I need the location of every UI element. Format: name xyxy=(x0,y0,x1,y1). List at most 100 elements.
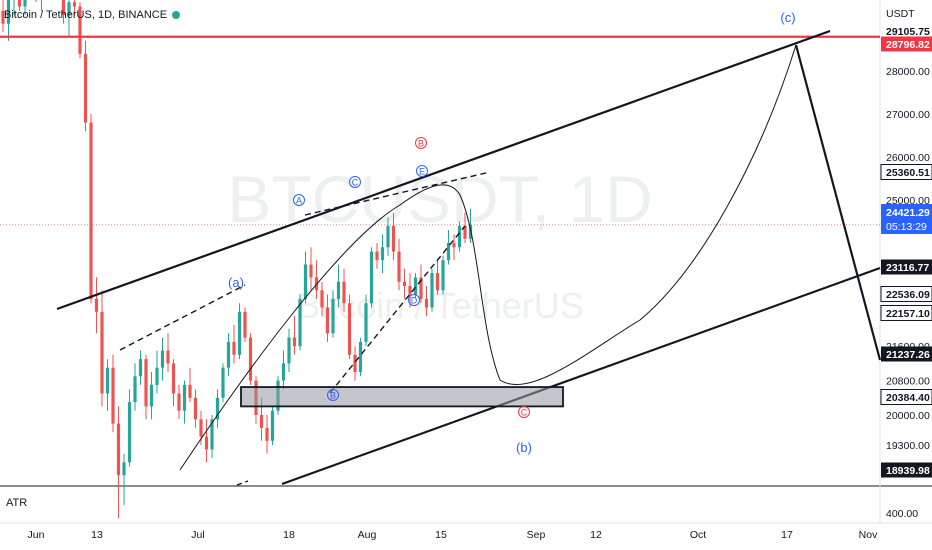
candle xyxy=(402,268,407,299)
projected-path-curve xyxy=(179,44,797,471)
candle-body xyxy=(177,393,181,411)
candle xyxy=(215,389,220,428)
candle-body xyxy=(149,384,154,407)
wave-label: D xyxy=(408,294,420,306)
candle xyxy=(243,307,247,342)
candle-body xyxy=(111,367,115,424)
watermark-ticker: BTCUSDT, 1D xyxy=(227,162,652,236)
candle-body xyxy=(193,397,198,420)
candle-body xyxy=(292,337,297,347)
candle-body xyxy=(452,243,456,248)
candle xyxy=(430,268,434,312)
candle-body xyxy=(1,10,5,24)
symbol-name: Bitcoin / TetherUS xyxy=(4,9,92,21)
candle-body xyxy=(259,415,264,428)
candle xyxy=(303,251,308,304)
price-axis-tick: 27000.00 xyxy=(886,109,930,121)
price-axis-tick: 20000.00 xyxy=(886,410,930,422)
wave-label-circle xyxy=(293,194,305,206)
wedge-upper-dashed xyxy=(304,171,491,216)
candle-body xyxy=(281,363,286,381)
candle-body xyxy=(78,6,82,54)
candle xyxy=(100,290,104,407)
time-axis: Jun 13 Jul 18 Aug 15 Sep 12 Oct 17 Nov xyxy=(28,529,879,541)
candle-body xyxy=(309,264,313,278)
candle xyxy=(331,290,335,338)
candle-body xyxy=(232,341,236,355)
channel-lower-stub xyxy=(236,480,249,486)
candle-body xyxy=(380,247,385,261)
wave-label-text: (b) xyxy=(516,440,532,455)
indicator-axis-tick: 400.00 xyxy=(886,508,918,520)
candle-body xyxy=(138,359,143,377)
price-tag-bg xyxy=(881,204,932,234)
candle-body xyxy=(100,311,104,394)
candle-body xyxy=(375,251,379,261)
candle xyxy=(23,0,27,16)
price-tag-bg xyxy=(881,346,932,362)
price-tag-bg xyxy=(880,164,932,180)
candle-body xyxy=(287,337,291,364)
wave-label-circle xyxy=(327,389,339,401)
wave-label: (c) xyxy=(780,10,795,25)
candle xyxy=(6,0,11,41)
candles xyxy=(1,0,473,519)
time-axis-label: Aug xyxy=(358,529,377,541)
candle-body xyxy=(6,0,11,24)
price-tag: 28796.82 xyxy=(881,36,932,52)
wave-label-text: D xyxy=(411,296,418,306)
time-axis-label: 12 xyxy=(590,529,602,541)
symbol-exchange: BINANCE xyxy=(118,9,168,21)
candle-body xyxy=(265,427,269,441)
wave-label-text: B xyxy=(418,139,424,149)
candle xyxy=(342,268,346,312)
price-tag-value: 21237.26 xyxy=(886,349,930,361)
candle-body xyxy=(188,384,192,398)
price-tag-bg xyxy=(881,36,932,52)
price-tag-value: 22157.10 xyxy=(886,308,930,320)
candle-body xyxy=(83,53,88,123)
candle xyxy=(204,419,209,463)
candle-body xyxy=(468,224,473,239)
price-tag-bg xyxy=(881,462,932,478)
candle-body xyxy=(364,303,368,342)
candle-body xyxy=(391,225,396,252)
price-tag: 21237.26 xyxy=(881,346,932,362)
candle-body xyxy=(116,423,121,476)
candle xyxy=(116,406,121,519)
candle xyxy=(226,333,231,377)
support-zone-box xyxy=(240,386,564,408)
candle xyxy=(419,264,423,304)
candle-body xyxy=(270,410,275,441)
candle xyxy=(397,238,401,291)
price-tag: 22157.10 xyxy=(880,305,932,321)
price-tag-value: 18939.98 xyxy=(886,465,930,477)
candle-body xyxy=(320,290,324,308)
indicator-label: ATR xyxy=(6,497,28,509)
price-tag: 24421.29 05:13:29 xyxy=(881,204,932,234)
wave-label-text: (c) xyxy=(780,10,795,25)
price-tag: 23116.77 xyxy=(881,259,932,275)
price-tag: 29105.75 xyxy=(881,23,932,39)
price-tag-value: 29105.75 xyxy=(886,26,930,38)
candle xyxy=(237,303,242,360)
price-tag: 20384.40 xyxy=(880,389,932,405)
time-axis-label: Oct xyxy=(690,529,706,541)
candle xyxy=(375,243,379,269)
time-axis-label: Sep xyxy=(527,529,546,541)
candle xyxy=(435,260,440,295)
time-axis-label: 13 xyxy=(91,529,103,541)
candle xyxy=(320,281,324,317)
candle-body xyxy=(237,311,242,355)
candle xyxy=(232,324,236,364)
candle xyxy=(72,0,77,16)
candle-body xyxy=(336,281,341,299)
time-axis-label: Nov xyxy=(859,529,878,541)
candle xyxy=(265,415,269,454)
candle-body xyxy=(133,376,137,403)
candle xyxy=(41,0,42,11)
